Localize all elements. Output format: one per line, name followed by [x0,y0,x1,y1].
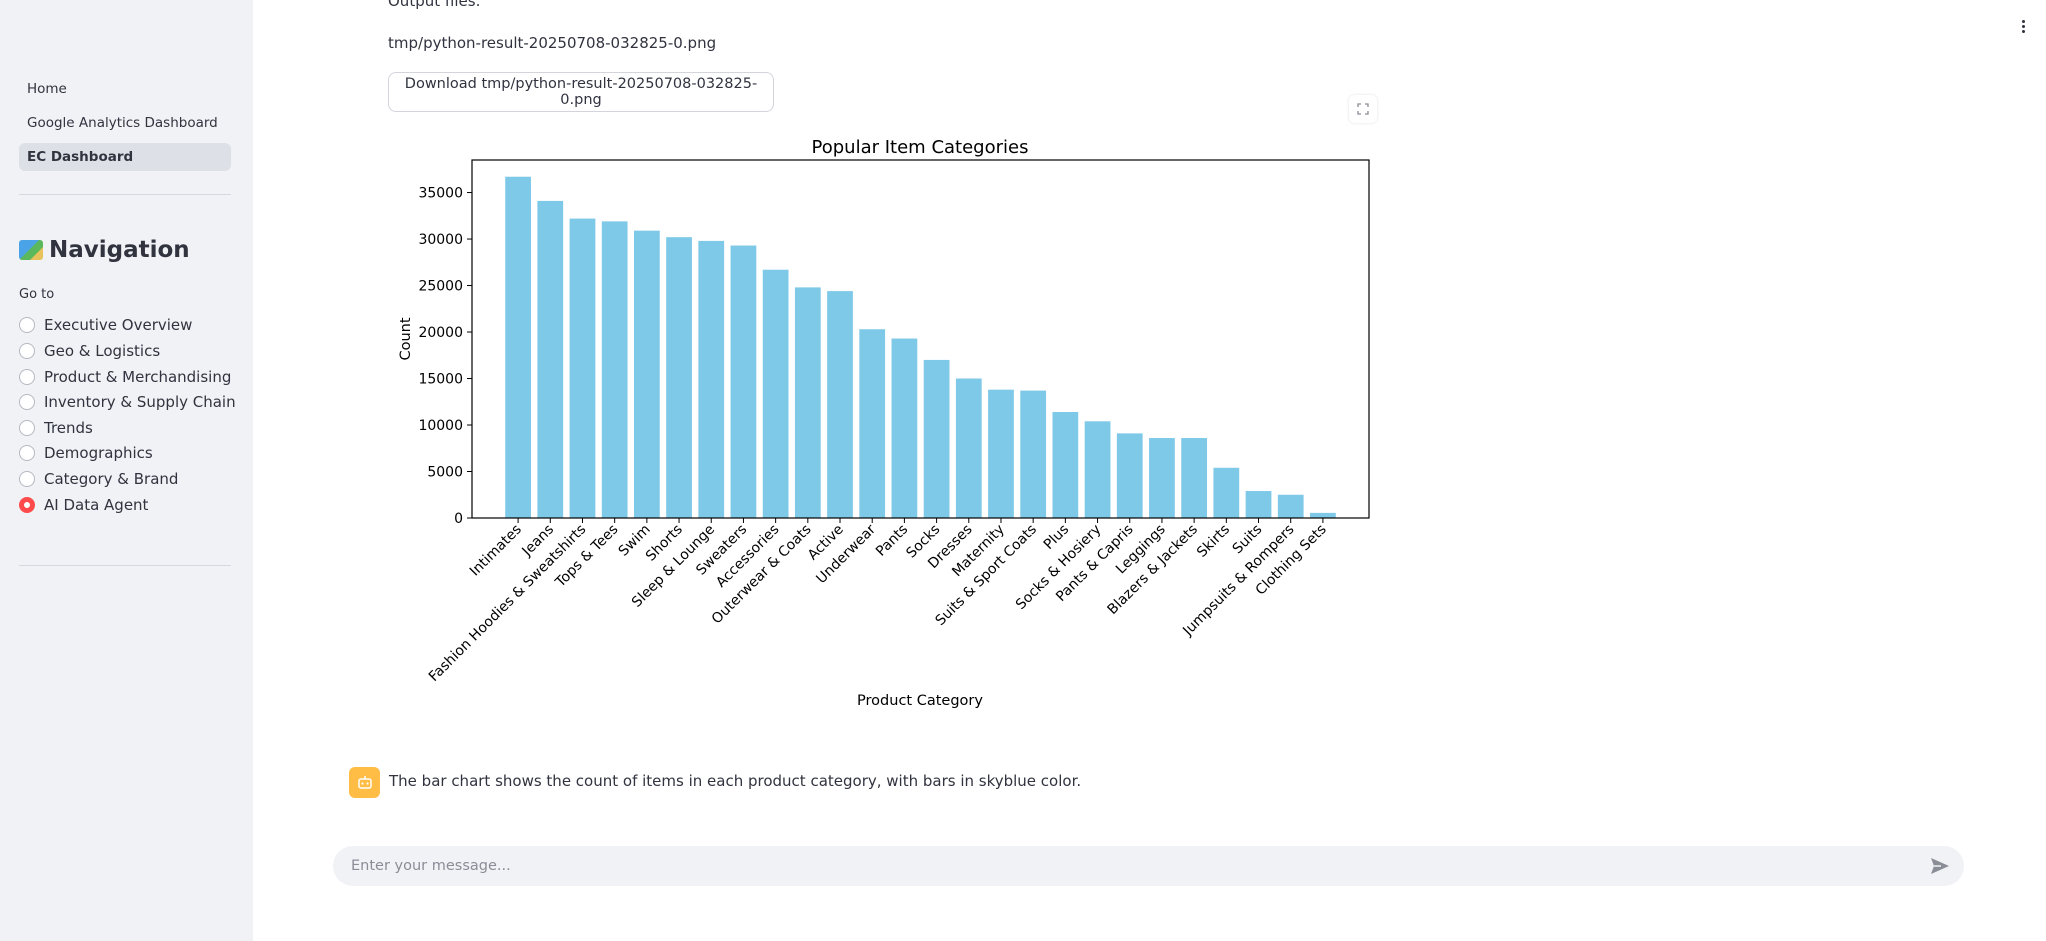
radio-product-merchandising[interactable]: Product & Merchandising [19,366,231,388]
radio-label: Demographics [44,444,153,462]
fullscreen-button[interactable] [1349,95,1377,123]
radio-circle-icon [19,317,35,333]
bar-23 [1245,491,1272,518]
radio-circle-icon [19,420,35,436]
assistant-avatar [349,767,380,798]
y-tick-label-2: 10000 [418,418,463,434]
bar-9 [794,287,821,518]
radio-inventory-supply-chain[interactable]: Inventory & Supply Chain [19,391,236,413]
bar-0 [505,176,531,518]
radio-trends[interactable]: Trends [19,417,93,439]
chat-input[interactable] [351,846,1891,886]
sidebar-page-home[interactable]: Home [27,81,67,97]
bar-11 [859,329,886,518]
bar-25 [1310,512,1336,518]
chart-frame [471,159,1370,519]
radio-ai-data-agent[interactable]: AI Data Agent [19,494,148,516]
navigation-heading: Navigation [19,237,190,263]
chat-input-container [333,846,1964,886]
y-tick-label-0: 0 [454,511,463,527]
radio-circle-icon [19,471,35,487]
bar-chart: 0 5000 10000 15000 20000 25000 30000 35000 Inti… [398,137,1370,709]
y-tick-label-6: 30000 [418,232,463,248]
y-axis: 0 5000 10000 15000 20000 25000 30000 35000 [418,186,472,527]
y-tick-label-7: 35000 [418,186,463,202]
output-file-path: tmp/python-result-20250708-032825-0.png [388,34,717,52]
radio-geo-logistics[interactable]: Geo & Logistics [19,340,160,362]
x-tick-label-12: Pants [873,522,911,560]
bar-15 [988,389,1014,518]
download-button[interactable]: Download tmp/python-result-20250708-0328… [388,72,774,112]
send-icon[interactable] [1929,856,1951,876]
y-tick-label-1: 5000 [427,465,463,481]
sidebar-divider [19,565,231,566]
radio-label: Inventory & Supply Chain [44,393,236,411]
radio-circle-icon [19,369,35,385]
radio-label: Category & Brand [44,470,179,488]
robot-icon [357,775,372,789]
chart-title: Popular Item Categories [812,137,1029,158]
bar-4 [633,230,660,518]
radio-label: Executive Overview [44,316,193,334]
radio-executive-overview[interactable]: Executive Overview [19,314,192,336]
output-files-label: Output files: [388,0,481,10]
main-menu-icon[interactable] [2017,18,2029,38]
radio-label: Trends [44,419,93,437]
chart-y-label: Count [398,317,414,360]
chart-bars [505,176,1336,519]
bar-24 [1277,494,1304,518]
goto-label: Go to [19,287,55,302]
sidebar-divider [19,194,231,195]
world-map-icon [19,240,43,260]
fullscreen-icon [1357,103,1369,115]
bar-12 [891,338,918,518]
bar-22 [1213,467,1240,518]
bar-14 [955,378,982,518]
bar-7 [730,245,757,519]
y-tick-label-4: 20000 [418,325,463,341]
sidebar-page-ec-dashboard[interactable]: EC Dashboard [19,143,231,171]
radio-label: Product & Merchandising [44,368,232,386]
chart-x-label: Product Category [857,693,983,709]
radio-circle-icon [19,445,35,461]
radio-demographics[interactable]: Demographics [19,442,153,464]
bar-18 [1084,421,1111,518]
x-tick-label-22: Skirts [1194,522,1233,561]
bar-1 [537,200,564,518]
navigation-title: Navigation [49,237,190,263]
bar-3 [601,221,628,518]
bar-10 [827,291,853,518]
assistant-message: The bar chart shows the count of items i… [389,772,1082,790]
sidebar: Home Google Analytics Dashboard EC Dashb… [0,0,253,941]
radio-circle-checked-icon [19,497,35,513]
bar-8 [762,269,789,518]
bar-21 [1181,438,1208,518]
radio-circle-icon [19,394,35,410]
radio-label: Geo & Logistics [44,342,161,360]
bar-16 [1020,390,1047,518]
sidebar-page-google-analytics[interactable]: Google Analytics Dashboard [27,115,218,131]
bar-17 [1052,411,1079,518]
radio-label: AI Data Agent [44,496,149,514]
radio-category-brand[interactable]: Category & Brand [19,468,178,490]
bar-19 [1116,433,1143,518]
bar-5 [666,237,692,518]
y-tick-label-5: 25000 [418,279,463,295]
bar-2 [569,218,596,518]
y-tick-label-3: 15000 [418,372,463,388]
x-tick-label-0: Intimates [467,522,525,580]
bar-13 [923,359,950,518]
bar-20 [1149,438,1175,518]
bar-6 [698,240,725,518]
radio-circle-icon [19,343,35,359]
